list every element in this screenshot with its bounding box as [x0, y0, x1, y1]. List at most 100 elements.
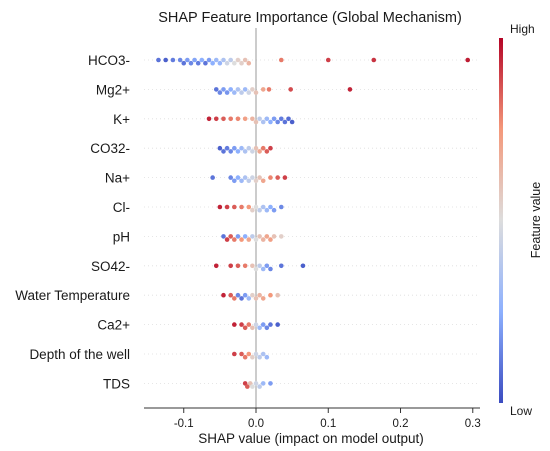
colorbar-label: Feature value: [529, 182, 543, 258]
shap-point: [288, 87, 293, 92]
shap-point: [239, 351, 244, 357]
shap-point: [278, 204, 284, 210]
shap-point: [242, 263, 248, 269]
shap-point: [300, 263, 306, 269]
x-axis-label: SHAP value (impact on model output): [198, 431, 424, 446]
shap-point: [268, 119, 273, 125]
shap-point: [371, 57, 377, 63]
shap-point: [275, 175, 280, 180]
shap-point: [264, 234, 270, 239]
shap-point: [253, 322, 259, 327]
shap-point: [206, 57, 212, 63]
shap-point: [260, 119, 266, 125]
shap-point: [253, 266, 259, 272]
shap-point: [260, 87, 266, 92]
shap-point: [253, 237, 259, 242]
shap-point: [253, 178, 259, 184]
shap-point: [235, 234, 241, 239]
shap-point: [224, 237, 230, 242]
shap-point: [282, 175, 288, 180]
shap-point: [246, 322, 252, 327]
shap-point: [257, 292, 262, 298]
shap-point: [228, 116, 234, 122]
shap-point: [250, 384, 255, 389]
shap-point: [242, 175, 248, 180]
shap-point: [278, 234, 284, 239]
x-tick-label: 0.3: [465, 418, 481, 430]
shap-point: [260, 178, 266, 184]
shap-point: [250, 234, 255, 239]
shap-point: [260, 322, 266, 327]
shap-point: [271, 207, 277, 213]
shap-point: [217, 60, 223, 66]
shap-point: [228, 87, 234, 92]
shap-point: [228, 175, 234, 180]
shap-point: [278, 116, 284, 122]
shap-point: [253, 351, 259, 357]
shap-point: [260, 237, 266, 242]
shap-point: [275, 322, 280, 327]
shap-point: [268, 175, 273, 180]
feature-label: HCO3-: [88, 53, 130, 68]
shap-point: [163, 57, 168, 63]
shap-point: [246, 296, 252, 301]
shap-point: [217, 90, 223, 95]
shap-point: [239, 145, 244, 151]
feature-label: K+: [113, 112, 130, 127]
shap-point: [268, 237, 273, 242]
shap-point: [282, 119, 288, 125]
shap-point: [246, 90, 252, 95]
shap-point: [235, 87, 241, 92]
shap-point: [264, 149, 270, 154]
shap-point: [257, 175, 262, 180]
shap-point: [232, 178, 237, 184]
shap-point: [250, 116, 255, 122]
colorbar: [499, 38, 503, 403]
shap-point: [257, 234, 262, 239]
shap-point: [221, 234, 226, 239]
shap-point: [195, 60, 201, 66]
shap-point: [250, 207, 255, 213]
shap-point: [250, 354, 255, 360]
shap-point: [239, 178, 244, 184]
shap-point: [232, 204, 237, 210]
shap-point: [289, 119, 295, 125]
shap-point: [260, 296, 266, 301]
feature-rows: HCO3- Mg2+ K+ CO32- Na+ Cl-pH SO42- Water Tempe…: [15, 53, 480, 391]
feature-label: Ca2+: [97, 318, 130, 333]
shap-point: [250, 263, 255, 269]
shap-point: [242, 116, 248, 122]
feature-label: pH: [113, 229, 130, 244]
feature-label: TDS: [103, 376, 130, 391]
shap-point: [260, 381, 266, 386]
shap-point: [239, 60, 244, 66]
shap-point: [221, 149, 226, 154]
shap-point: [253, 204, 259, 210]
shap-point: [213, 263, 219, 269]
feature-label: CO32-: [90, 141, 130, 156]
shap-point: [278, 57, 284, 63]
shap-point: [245, 384, 250, 389]
shap-point: [232, 237, 237, 242]
shap-point: [268, 266, 273, 272]
shap-point: [235, 175, 241, 180]
shap-point: [278, 263, 284, 269]
feature-label: Mg2+: [96, 82, 130, 97]
shap-point: [250, 292, 255, 298]
shap-point: [206, 116, 212, 122]
shap-point: [156, 57, 161, 63]
shap-point: [239, 322, 244, 327]
shap-point: [257, 384, 262, 389]
shap-point: [239, 237, 244, 242]
shap-point: [260, 204, 266, 210]
shap-point: [257, 116, 262, 122]
shap-point: [185, 57, 190, 63]
shap-point: [253, 145, 259, 151]
shap-point: [246, 237, 252, 242]
shap-point: [242, 292, 248, 298]
shap-point: [228, 149, 234, 154]
shap-point: [264, 207, 270, 213]
shap-point: [213, 57, 219, 63]
shap-point: [224, 60, 230, 66]
